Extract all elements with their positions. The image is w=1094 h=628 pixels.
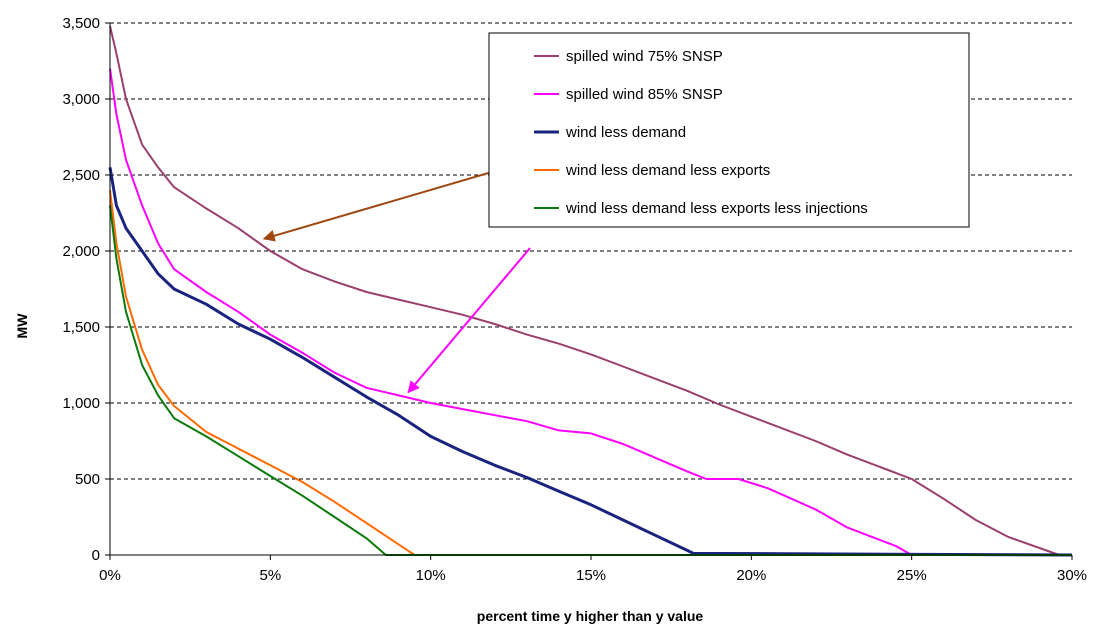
series-line-1	[109, 25, 1072, 556]
legend-label: spilled wind 75% SNSP	[566, 48, 723, 65]
y-tick-label: 3,500	[62, 15, 100, 32]
legend-label: wind less demand	[565, 124, 686, 141]
x-tick-label: 10%	[416, 567, 446, 584]
x-tick-label: 30%	[1057, 567, 1087, 584]
series-line-4	[109, 190, 1072, 556]
series-lines	[108, 25, 1073, 557]
annotation-arrow-1	[262, 158, 534, 242]
y-axis-title: MW	[14, 313, 30, 339]
x-tick-label: 5%	[259, 567, 281, 584]
legend-label: wind less demand less exports less injec…	[565, 200, 868, 217]
annotation-arrow-2	[407, 247, 531, 394]
x-tick-label: 15%	[576, 567, 606, 584]
y-tick-label: 1,500	[62, 319, 100, 336]
legend: spilled wind 75% SNSP spilled wind 85% SN…	[488, 32, 970, 228]
series-line-3	[108, 167, 1073, 557]
y-tick-label: 3,000	[62, 91, 100, 108]
series-line-5	[109, 205, 1072, 556]
x-tick-label: 20%	[736, 567, 766, 584]
annotation-arrows	[262, 158, 534, 394]
y-tick-label: 500	[75, 471, 100, 488]
x-tick-label: 25%	[897, 567, 927, 584]
legend-label: wind less demand less exports	[565, 162, 770, 179]
legend-label: spilled wind 85% SNSP	[566, 86, 723, 103]
legend-box	[488, 32, 970, 228]
y-tick-label: 2,500	[62, 167, 100, 184]
axes: 0 500 1,000 1,500 2,000 2,500 3,000 3,500 0% 5% 10…	[62, 15, 1087, 584]
y-tick-label: 0	[92, 547, 100, 564]
y-tick-label: 1,000	[62, 395, 100, 412]
y-tick-label: 2,000	[62, 243, 100, 260]
series-line-2	[109, 68, 1072, 556]
x-axis-title: percent time y higher than y value	[477, 608, 704, 624]
x-tick-label: 0%	[99, 567, 121, 584]
